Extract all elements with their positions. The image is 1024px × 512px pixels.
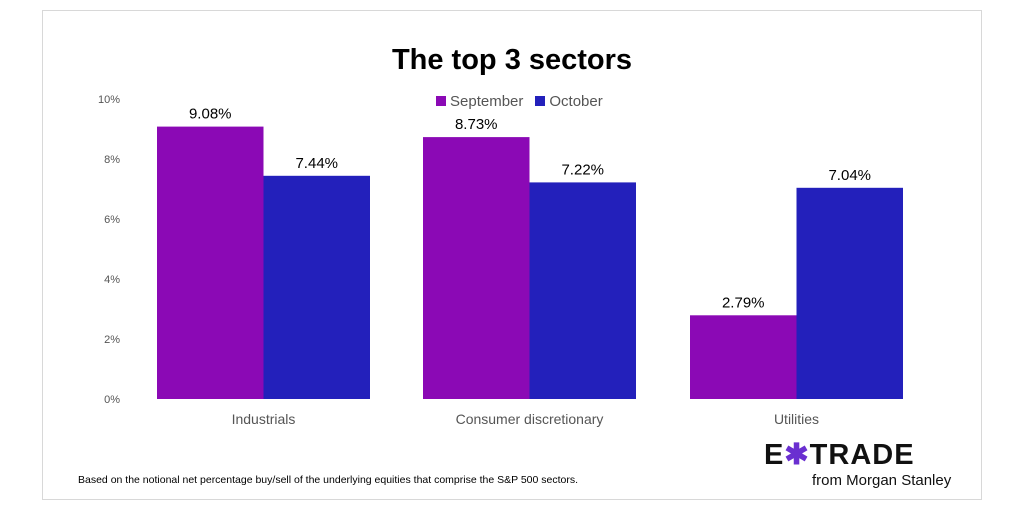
x-tick-label: Utilities <box>774 411 819 427</box>
x-tick-label: Consumer discretionary <box>456 411 604 427</box>
data-label: 9.08% <box>189 106 232 123</box>
bar-october <box>529 182 636 399</box>
data-label: 7.22% <box>561 161 604 178</box>
etrade-logo: E✱TRADE <box>764 439 915 471</box>
bar-september <box>690 315 797 399</box>
legend-october: October <box>535 93 603 110</box>
bar-october <box>263 175 370 399</box>
data-label: 2.79% <box>722 294 765 311</box>
bar-september <box>423 137 530 399</box>
logo-subtitle: from Morgan Stanley <box>812 472 952 489</box>
y-tick-label: 10% <box>98 94 120 106</box>
y-tick-label: 6% <box>104 214 120 226</box>
data-label: 7.44% <box>295 155 338 172</box>
y-tick-label: 0% <box>104 394 120 406</box>
x-tick-label: Industrials <box>232 411 296 427</box>
data-label: 7.04% <box>828 167 871 184</box>
footnote: Based on the notional net percentage buy… <box>78 474 579 486</box>
y-tick-label: 8% <box>104 154 120 166</box>
y-tick-label: 4% <box>104 274 120 286</box>
legend: September October <box>436 93 603 110</box>
chart-frame <box>42 10 982 500</box>
legend-september: September <box>436 93 523 110</box>
legend-label: September <box>450 93 524 110</box>
y-tick-label: 2% <box>104 334 120 346</box>
data-label: 8.73% <box>455 116 498 133</box>
legend-label: October <box>549 93 603 110</box>
bar-september <box>157 126 264 399</box>
bar-october <box>796 187 903 399</box>
chart-title: The top 3 sectors <box>391 44 633 76</box>
